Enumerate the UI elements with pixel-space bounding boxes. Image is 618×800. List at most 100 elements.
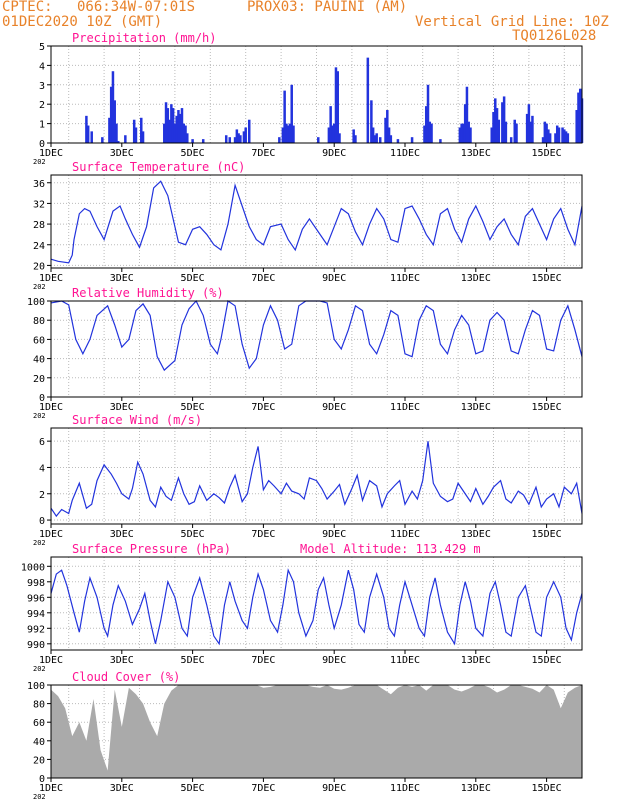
precip-bar	[386, 110, 389, 143]
x-tick-label: 7DEC	[251, 148, 275, 159]
y-tick-label: 24	[33, 241, 45, 252]
precip-bar	[515, 123, 518, 143]
precip-bar	[469, 127, 472, 143]
precip-bar	[113, 100, 116, 143]
panel-annotation: Model Altitude: 113.429 m	[300, 542, 481, 556]
precip-bar	[564, 131, 568, 143]
x-tick-label: 7DEC	[251, 273, 275, 284]
precip-bar	[378, 137, 382, 143]
precip-bar	[101, 137, 104, 143]
x-tick-label: 7DEC	[251, 402, 275, 413]
precip-bar	[504, 121, 508, 143]
x-tick-label: 7DEC	[251, 783, 275, 794]
y-tick-label: 0	[39, 516, 45, 527]
y-tick-label: 100	[27, 297, 45, 308]
precip-bar	[108, 117, 111, 143]
precip-bar	[490, 127, 493, 143]
precip-bar	[577, 92, 580, 143]
precip-bar	[354, 135, 357, 143]
precip-bar	[224, 135, 228, 143]
precip-bar	[332, 123, 336, 143]
x-tick-label: 13DEC	[461, 148, 491, 159]
y-tick-label: 994	[27, 609, 45, 620]
precip-bar	[331, 125, 334, 143]
x-tick-label: 3DEC	[110, 273, 134, 284]
precip-bar	[513, 119, 516, 143]
precip-bar	[426, 84, 430, 143]
precip-bar	[424, 106, 428, 143]
precip-bar	[387, 127, 391, 143]
x-tick-label: 11DEC	[390, 402, 420, 413]
x-tick-label: 3DEC	[110, 783, 134, 794]
y-tick-label: 20	[33, 374, 45, 385]
precip-bar	[501, 102, 504, 143]
x-tick-label: 3DEC	[110, 402, 134, 413]
precip-bar	[439, 139, 442, 143]
y-tick-label: 6	[39, 437, 45, 448]
header-product: TQ0126L028	[512, 28, 597, 44]
precip-bar	[228, 137, 232, 143]
x-tick-label: 11DEC	[390, 783, 420, 794]
panel-title: Precipitation (mm/h)	[72, 31, 217, 45]
x-tick-label: 1DEC	[39, 402, 63, 413]
precip-bar	[428, 121, 432, 143]
precip-bar	[178, 113, 182, 143]
precip-bar	[115, 123, 118, 143]
y-tick-label: 2	[39, 490, 45, 501]
precip-bar	[336, 71, 339, 143]
precip-bar	[166, 108, 170, 143]
precip-bar	[563, 129, 566, 143]
x-year-fragment: 202	[33, 793, 46, 800]
panel-frame	[50, 300, 583, 398]
y-tick-label: 0	[39, 393, 45, 404]
precip-bar	[132, 119, 136, 143]
precip-bar	[285, 123, 288, 143]
precip-bar	[463, 104, 467, 143]
series-line	[50, 441, 583, 518]
x-tick-label: 15DEC	[532, 273, 562, 284]
precip-bar	[384, 117, 387, 143]
precip-bar	[494, 98, 497, 143]
precip-bar	[543, 121, 547, 143]
x-tick-label: 15DEC	[532, 529, 562, 540]
precip-bar	[85, 115, 88, 143]
precip-bar	[286, 125, 290, 143]
precip-bar	[171, 108, 175, 143]
y-tick-label: 60	[33, 335, 45, 346]
precip-bar	[373, 135, 377, 143]
precip-bar	[111, 71, 115, 143]
x-tick-label: 1DEC	[39, 783, 63, 794]
precip-bar	[458, 127, 462, 143]
precip-bar	[278, 137, 281, 143]
precip-bar	[366, 57, 370, 143]
precip-bar	[173, 123, 177, 143]
precip-bar	[186, 133, 189, 143]
panel-frame	[50, 556, 583, 651]
precip-bar	[375, 133, 378, 143]
x-tick-label: 5DEC	[181, 273, 205, 284]
y-tick-label: 80	[33, 316, 45, 327]
panel-frame	[50, 45, 583, 144]
x-tick-label: 13DEC	[461, 529, 491, 540]
x-tick-label: 1DEC	[39, 529, 63, 540]
precip-bar	[90, 131, 93, 143]
x-tick-label: 15DEC	[532, 655, 562, 666]
y-tick-label: 990	[27, 640, 45, 651]
precip-bar	[237, 133, 240, 143]
precip-bar	[317, 137, 320, 143]
x-tick-label: 15DEC	[532, 783, 562, 794]
precip-bar	[86, 125, 90, 143]
header-run: 01DEC2020 10Z (GMT)	[2, 14, 163, 30]
precip-bar	[283, 90, 286, 143]
y-tick-label: 40	[33, 355, 45, 366]
precip-bar	[184, 125, 187, 143]
y-tick-label: 32	[33, 199, 45, 210]
x-tick-label: 5DEC	[181, 529, 205, 540]
panel-frame	[50, 174, 583, 269]
x-year-fragment: 202	[33, 665, 46, 673]
x-year-fragment: 202	[33, 539, 46, 547]
precip-bar	[529, 121, 532, 143]
cloud-cover-area	[51, 685, 582, 778]
series-line	[50, 299, 583, 372]
